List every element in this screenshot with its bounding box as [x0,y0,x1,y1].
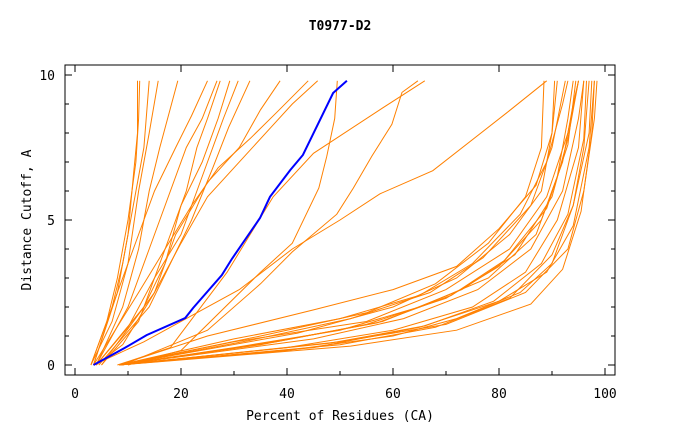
model-curve-9 [98,80,251,366]
model-curve-26 [118,80,579,366]
model-curve-32 [118,80,556,366]
model-curve-3 [90,80,159,366]
model-curve-15 [93,80,548,366]
model-curve-5 [95,80,218,366]
model-curve-21 [118,80,569,366]
model-curve-8 [95,80,239,366]
model-curve-36 [118,80,595,366]
model-curve-18 [122,80,419,366]
x-tick-label: 60 [385,387,401,402]
model-curve-34 [118,80,587,366]
y-tick-label: 0 [47,359,55,374]
x-tick-label: 0 [71,387,79,402]
x-tick-label: 100 [593,387,616,402]
x-tick-label: 40 [279,387,295,402]
model-curve-11 [101,80,309,366]
model-curve-17 [127,80,338,366]
model-curve-13 [90,80,138,366]
model-curve-33 [118,80,577,366]
highlighted-model-curve [93,80,348,366]
model-curve-10 [95,80,281,366]
y-tick-label: 10 [39,69,55,84]
model-curve-24 [118,80,595,366]
x-axis-label: Percent of Residues (CA) [246,409,434,424]
y-tick-label: 5 [47,214,55,229]
y-axis-label: Distance Cutoff, A [20,149,35,290]
model-curve-14 [93,80,208,366]
model-curve-16 [117,80,426,366]
model-curve-31 [118,80,590,366]
axis-ticks: 0 20 40 60 80 100 0 5 10 [39,65,617,402]
model-curve-22 [118,80,585,366]
model-curve-25 [118,80,558,366]
model-curve-35 [118,80,566,366]
model-curve-29 [118,80,585,366]
model-curve-12 [101,80,319,366]
model-curve-19 [118,80,574,366]
model-curve-27 [118,80,598,366]
chart-title: T0977-D2 [309,19,372,34]
x-tick-label: 20 [173,387,189,402]
model-curve-2 [93,80,150,366]
model-curve-6 [93,80,221,366]
series-group [90,80,598,366]
x-tick-label: 80 [491,387,507,402]
model-curve-28 [118,80,545,366]
